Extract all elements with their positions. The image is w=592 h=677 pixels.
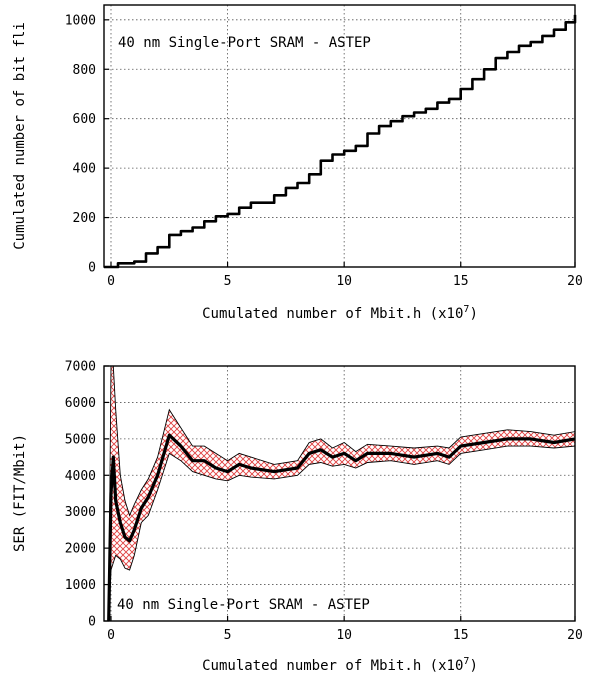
y-tick-label: 2000 [65, 542, 96, 557]
y-tick-label: 1000 [65, 578, 96, 593]
chart-1-xlabel: Cumulated number of Mbit.h (x107) [202, 304, 478, 322]
x-tick-label: 5 [224, 628, 232, 643]
chart-1-xlabel-exp: 7 [463, 304, 469, 315]
chart-1-series [104, 14, 577, 269]
y-tick-label: 200 [73, 211, 96, 226]
chart-2-frame [103, 365, 576, 622]
chart-2-series [107, 365, 576, 622]
y-tick-label: 4000 [65, 469, 96, 484]
x-tick-label: 20 [567, 274, 583, 289]
chart-1-ylabel: Cumulated number of bit fli [12, 22, 28, 250]
x-tick-label: 0 [107, 274, 115, 289]
series-line [107, 433, 576, 622]
chart-2-xlabel-suffix: ) [469, 658, 477, 674]
y-tick-label: 1000 [65, 13, 96, 28]
y-tick-label: 400 [73, 162, 96, 177]
chart-2: 0 5 10 15 20 0 1000 2000 3000 4000 5000 6000 7000 40… [12, 360, 583, 675]
chart-2-xlabel: Cumulated number of Mbit.h (x107) [202, 656, 478, 674]
chart-2-annotation: 40 nm Single-Port SRAM - ASTEP [117, 597, 370, 613]
chart-2-grid [104, 365, 576, 622]
y-tick-label: 0 [88, 615, 96, 630]
chart-1-xlabel-main: Cumulated number of Mbit.h (x10 [202, 306, 463, 322]
x-tick-label: 5 [224, 274, 232, 289]
x-tick-label: 10 [336, 628, 352, 643]
x-tick-label: 0 [107, 628, 115, 643]
y-tick-label: 7000 [65, 360, 96, 375]
x-tick-label: 20 [567, 628, 583, 643]
y-tick-label: 800 [73, 63, 96, 78]
confidence-band [108, 365, 576, 622]
x-tick-label: 10 [336, 274, 352, 289]
x-tick-label: 15 [453, 274, 469, 289]
y-tick-label: 6000 [65, 396, 96, 411]
y-tick-label: 600 [73, 112, 96, 127]
chart-1-annotation: 40 nm Single-Port SRAM - ASTEP [118, 35, 371, 51]
chart-2-xlabel-main: Cumulated number of Mbit.h (x10 [202, 658, 463, 674]
y-tick-label: 3000 [65, 505, 96, 520]
y-tick-label: 0 [88, 261, 96, 276]
series-line [104, 14, 577, 269]
chart-1-xlabel-suffix: ) [469, 306, 477, 322]
y-tick-label: 5000 [65, 432, 96, 447]
x-tick-label: 15 [453, 628, 469, 643]
chart-1-frame [103, 4, 576, 268]
chart-2-ticks: 0 5 10 15 20 0 1000 2000 3000 4000 5000 6000 7000 [65, 360, 583, 644]
chart-2-xlabel-exp: 7 [463, 656, 469, 667]
chart-2-ylabel: SER (FIT/Mbit) [12, 434, 28, 552]
